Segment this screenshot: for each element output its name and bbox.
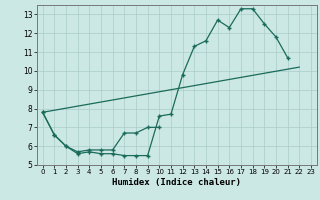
X-axis label: Humidex (Indice chaleur): Humidex (Indice chaleur) [112, 178, 241, 187]
